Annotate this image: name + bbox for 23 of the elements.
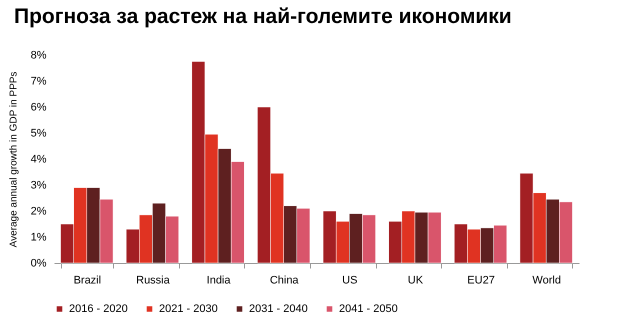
y-tick-label: 0% (30, 258, 47, 270)
y-tick-label: 5% (30, 128, 47, 140)
x-tick-label: World (532, 274, 561, 286)
x-tick-label: Russia (136, 274, 171, 286)
y-axis-title: Average annual growth in GDP in PPPs (8, 72, 20, 248)
y-tick-label: 4% (30, 154, 47, 166)
x-tick-label: US (342, 274, 358, 286)
y-tick-label: 8% (30, 50, 47, 62)
legend-label: 2031 - 2040 (249, 302, 308, 315)
x-tick-label: China (270, 274, 300, 286)
x-tick-label: EU27 (467, 274, 495, 286)
legend-label: 2021 - 2030 (159, 302, 218, 315)
y-tick-label: 3% (30, 180, 47, 192)
legend-label: 2016 - 2020 (69, 302, 128, 315)
legend-label: 2041 - 2050 (339, 302, 398, 315)
y-tick-label: 6% (30, 102, 47, 114)
x-tick-label: UK (408, 274, 424, 286)
x-tick-label: India (206, 274, 232, 286)
y-tick-label: 7% (30, 76, 47, 88)
y-tick-label: 1% (30, 232, 47, 244)
y-tick-label: 2% (30, 206, 47, 218)
x-tick-label: Brazil (74, 274, 102, 286)
chart-title: Прогноза за растеж на най-големите икономики (14, 5, 512, 28)
